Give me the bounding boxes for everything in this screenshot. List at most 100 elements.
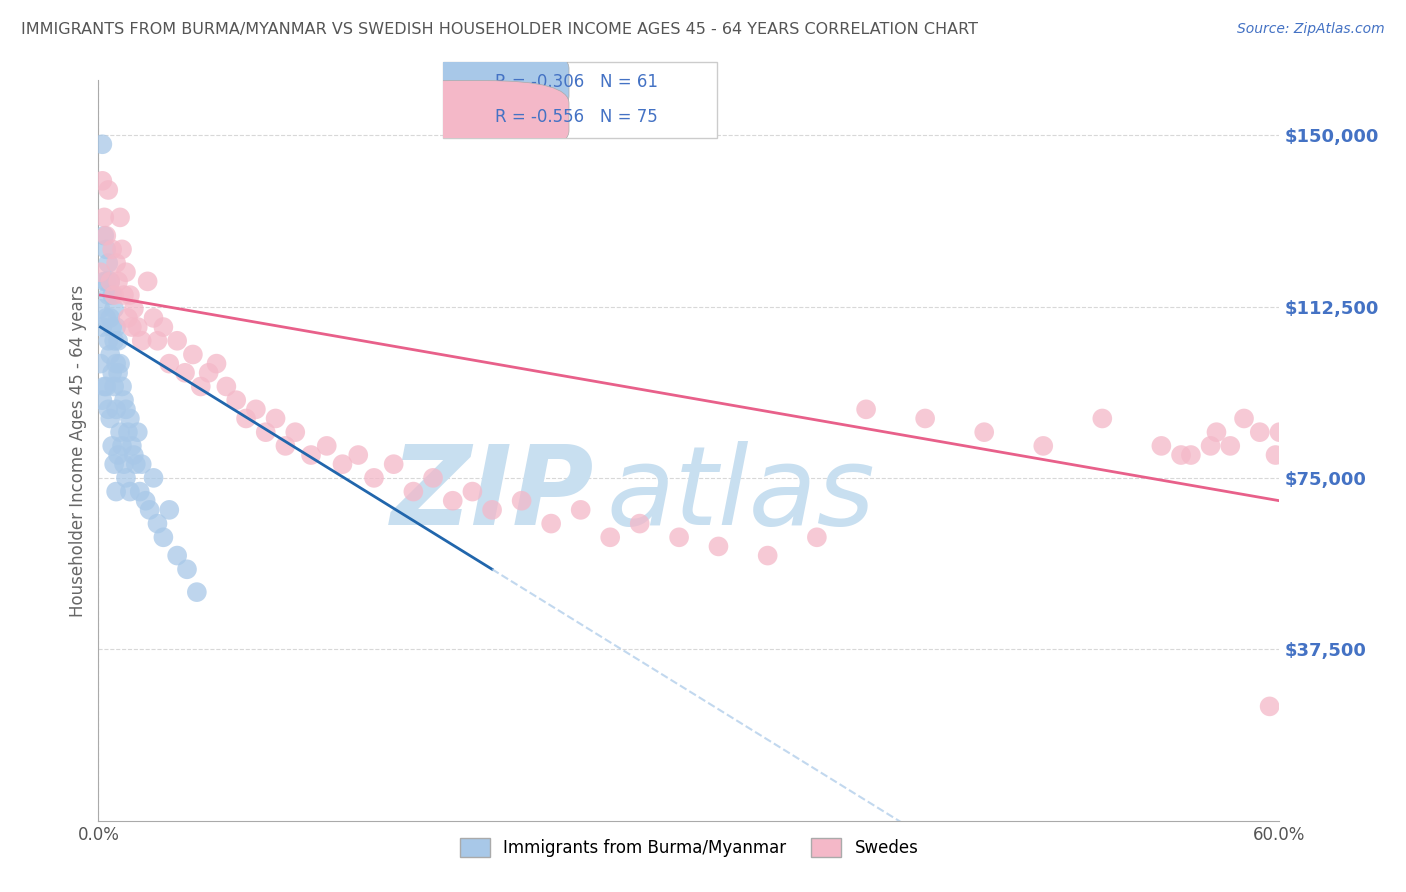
Point — [1205, 425, 1227, 440]
Point — [97, 183, 120, 197]
Point — [125, 457, 148, 471]
Point — [89, 265, 111, 279]
Point — [422, 471, 444, 485]
Point — [101, 320, 124, 334]
Point — [117, 425, 139, 440]
Point — [461, 484, 484, 499]
Point — [254, 425, 277, 440]
Point — [131, 334, 153, 348]
Point — [115, 471, 138, 485]
Point — [105, 357, 128, 371]
Point — [112, 393, 135, 408]
Point — [1180, 448, 1202, 462]
Point — [225, 393, 247, 408]
Point — [96, 379, 118, 393]
Point — [186, 585, 208, 599]
Point — [98, 274, 121, 288]
Point — [101, 243, 124, 257]
Point — [1032, 439, 1054, 453]
Point — [299, 448, 322, 462]
Point — [105, 256, 128, 270]
Point — [93, 228, 115, 243]
Point — [108, 425, 131, 440]
Point — [91, 137, 114, 152]
Point — [96, 310, 118, 325]
Point — [112, 288, 135, 302]
Point — [707, 540, 730, 554]
Point — [1091, 411, 1114, 425]
Point — [127, 425, 149, 440]
Point — [103, 301, 125, 316]
Point — [166, 334, 188, 348]
Y-axis label: Householder Income Ages 45 - 64 years: Householder Income Ages 45 - 64 years — [69, 285, 87, 616]
Point — [98, 411, 121, 425]
FancyBboxPatch shape — [368, 80, 569, 153]
Point — [131, 457, 153, 471]
Point — [135, 493, 157, 508]
Point — [128, 484, 150, 499]
Point — [105, 402, 128, 417]
Point — [176, 562, 198, 576]
Point — [540, 516, 562, 531]
Text: Source: ZipAtlas.com: Source: ZipAtlas.com — [1237, 22, 1385, 37]
Point — [93, 379, 115, 393]
Point — [107, 274, 129, 288]
Point — [107, 448, 129, 462]
Point — [101, 366, 124, 380]
Point — [122, 301, 145, 316]
Point — [152, 530, 174, 544]
Point — [284, 425, 307, 440]
Point — [108, 211, 131, 225]
Point — [1219, 439, 1241, 453]
Point — [1150, 439, 1173, 453]
Text: ZIP: ZIP — [391, 442, 595, 549]
Point — [146, 334, 169, 348]
Point — [111, 379, 134, 393]
Point — [914, 411, 936, 425]
Point — [108, 357, 131, 371]
Point — [138, 503, 160, 517]
Point — [205, 357, 228, 371]
Point — [91, 320, 114, 334]
Point — [107, 366, 129, 380]
Point — [510, 493, 533, 508]
Point — [101, 439, 124, 453]
Point — [668, 530, 690, 544]
Point — [96, 274, 118, 288]
Point — [97, 334, 120, 348]
Point — [1249, 425, 1271, 440]
Point — [118, 288, 141, 302]
Point — [1233, 411, 1256, 425]
Point — [245, 402, 267, 417]
Point — [105, 320, 128, 334]
Point — [264, 411, 287, 425]
Point — [628, 516, 651, 531]
Point — [98, 310, 121, 325]
Point — [806, 530, 828, 544]
Point — [181, 347, 204, 361]
Point — [96, 243, 118, 257]
Point — [97, 288, 120, 302]
Point — [93, 274, 115, 288]
Point — [235, 411, 257, 425]
Point — [118, 411, 141, 425]
Point — [1170, 448, 1192, 462]
Point — [174, 366, 197, 380]
Point — [107, 334, 129, 348]
Point — [89, 357, 111, 371]
Point — [166, 549, 188, 563]
Point — [142, 310, 165, 325]
Point — [93, 211, 115, 225]
Point — [97, 402, 120, 417]
Point — [118, 484, 141, 499]
Point — [274, 439, 297, 453]
Point — [98, 347, 121, 361]
Text: atlas: atlas — [606, 442, 875, 549]
Point — [1258, 699, 1281, 714]
Point — [89, 301, 111, 316]
Point — [973, 425, 995, 440]
Point — [103, 334, 125, 348]
Point — [136, 274, 159, 288]
Point — [112, 457, 135, 471]
FancyBboxPatch shape — [368, 45, 569, 119]
